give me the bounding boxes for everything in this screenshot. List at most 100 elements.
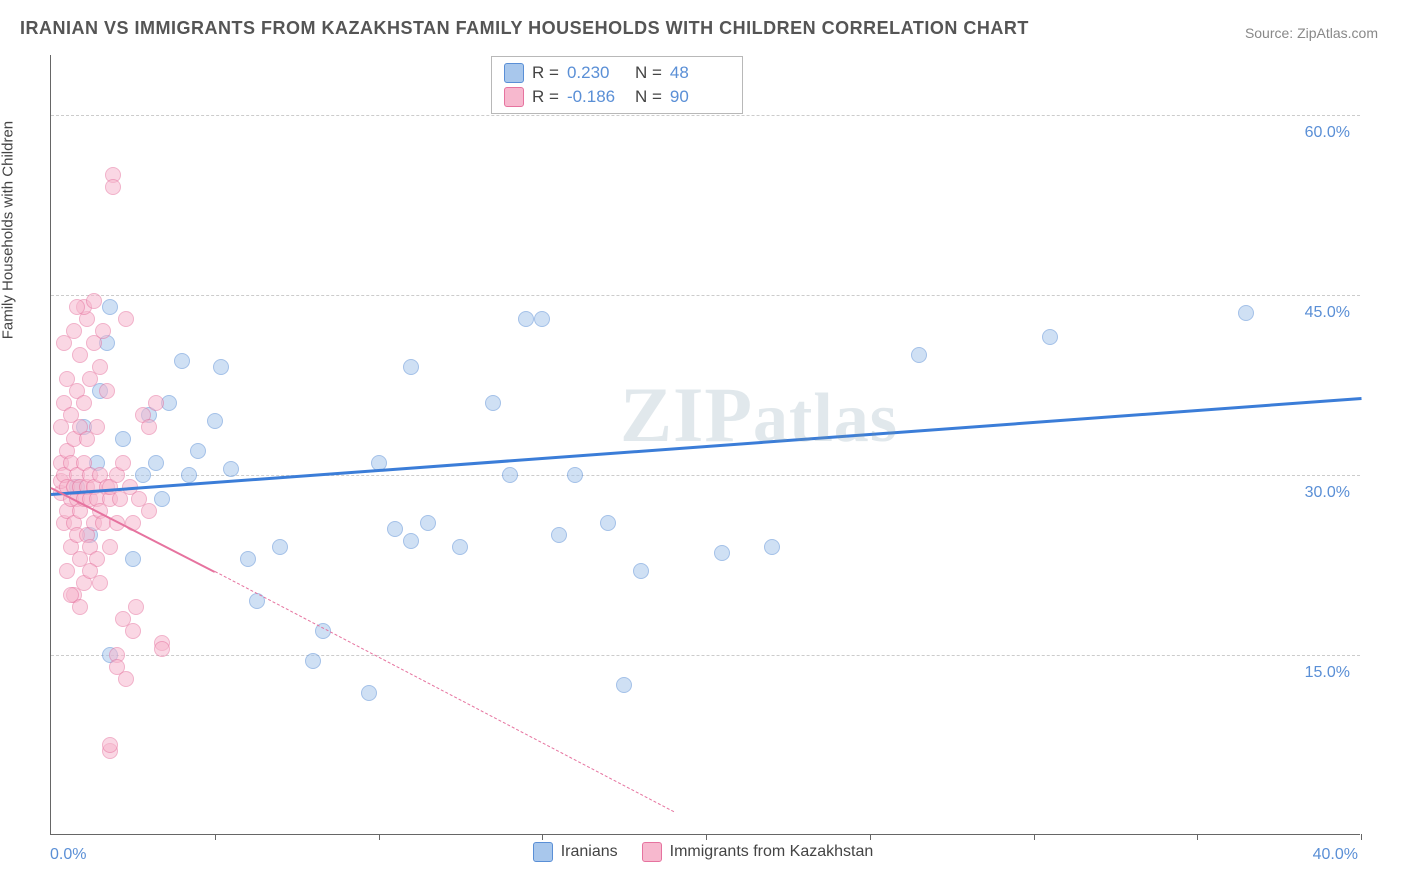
scatter-point [141, 419, 157, 435]
scatter-point [82, 563, 98, 579]
gridline [51, 655, 1360, 656]
scatter-point [59, 563, 75, 579]
scatter-point [118, 671, 134, 687]
n-label: N = [635, 63, 662, 83]
y-tick-label: 15.0% [1305, 664, 1350, 682]
scatter-point [452, 539, 468, 555]
bottom-legend: Iranians Immigrants from Kazakhstan [0, 842, 1406, 862]
trend-line-extrapolated [215, 571, 674, 812]
scatter-point [115, 431, 131, 447]
legend-item: Iranians [533, 842, 618, 862]
scatter-point [305, 653, 321, 669]
x-tick [706, 834, 707, 840]
x-tick [379, 834, 380, 840]
chart-plot-area: 15.0% 30.0% 45.0% 60.0% R = 0.230 N = 48 R = -0.1… [50, 55, 1360, 835]
scatter-point [403, 533, 419, 549]
r-value: -0.186 [567, 87, 627, 107]
gridline [51, 115, 1360, 116]
n-value: 48 [670, 63, 730, 83]
scatter-point [148, 395, 164, 411]
scatter-point [190, 443, 206, 459]
scatter-point [95, 323, 111, 339]
x-tick [215, 834, 216, 840]
y-axis-title: Family Households with Children [0, 121, 17, 339]
x-tick [542, 834, 543, 840]
scatter-point [485, 395, 501, 411]
scatter-point [72, 599, 88, 615]
scatter-point [420, 515, 436, 531]
scatter-point [105, 179, 121, 195]
scatter-point [86, 293, 102, 309]
r-label: R = [532, 63, 559, 83]
legend-label: Iranians [561, 843, 618, 861]
y-tick-label: 30.0% [1305, 484, 1350, 502]
scatter-point [141, 503, 157, 519]
scatter-point [174, 353, 190, 369]
r-label: R = [532, 87, 559, 107]
scatter-point [633, 563, 649, 579]
source-attribution: Source: ZipAtlas.com [1245, 25, 1378, 41]
legend-swatch [504, 87, 524, 107]
scatter-point [89, 419, 105, 435]
scatter-point [102, 299, 118, 315]
n-value: 90 [670, 87, 730, 107]
scatter-point [213, 359, 229, 375]
legend-swatch [533, 842, 553, 862]
scatter-point [551, 527, 567, 543]
scatter-point [125, 551, 141, 567]
scatter-point [92, 359, 108, 375]
scatter-point [154, 641, 170, 657]
legend-label: Immigrants from Kazakhstan [670, 843, 874, 861]
scatter-point [764, 539, 780, 555]
x-tick [1361, 834, 1362, 840]
gridline [51, 475, 1360, 476]
chart-title: IRANIAN VS IMMIGRANTS FROM KAZAKHSTAN FA… [20, 18, 1029, 39]
scatter-point [135, 467, 151, 483]
x-tick [870, 834, 871, 840]
legend-item: Immigrants from Kazakhstan [642, 842, 874, 862]
scatter-point [714, 545, 730, 561]
scatter-point [1238, 305, 1254, 321]
stats-row: R = -0.186 N = 90 [504, 85, 730, 109]
r-value: 0.230 [567, 63, 627, 83]
scatter-point [518, 311, 534, 327]
scatter-point [115, 455, 131, 471]
trend-line [51, 397, 1361, 495]
scatter-point [148, 455, 164, 471]
scatter-point [102, 539, 118, 555]
scatter-point [616, 677, 632, 693]
x-tick [1034, 834, 1035, 840]
y-tick-label: 60.0% [1305, 124, 1350, 142]
scatter-point [102, 737, 118, 753]
scatter-point [69, 299, 85, 315]
scatter-point [403, 359, 419, 375]
scatter-point [567, 467, 583, 483]
legend-swatch [504, 63, 524, 83]
scatter-point [66, 323, 82, 339]
scatter-point [99, 383, 115, 399]
scatter-point [125, 623, 141, 639]
scatter-point [1042, 329, 1058, 345]
scatter-point [207, 413, 223, 429]
scatter-point [272, 539, 288, 555]
stats-legend-box: R = 0.230 N = 48 R = -0.186 N = 90 [491, 56, 743, 114]
scatter-point [223, 461, 239, 477]
scatter-point [154, 491, 170, 507]
scatter-point [240, 551, 256, 567]
scatter-point [72, 347, 88, 363]
scatter-point [387, 521, 403, 537]
gridline [51, 295, 1360, 296]
n-label: N = [635, 87, 662, 107]
scatter-point [911, 347, 927, 363]
scatter-point [600, 515, 616, 531]
y-tick-label: 45.0% [1305, 304, 1350, 322]
legend-swatch [642, 842, 662, 862]
scatter-point [361, 685, 377, 701]
scatter-point [118, 311, 134, 327]
scatter-point [76, 395, 92, 411]
scatter-point [534, 311, 550, 327]
stats-row: R = 0.230 N = 48 [504, 61, 730, 85]
scatter-point [502, 467, 518, 483]
x-tick [1197, 834, 1198, 840]
scatter-point [128, 599, 144, 615]
